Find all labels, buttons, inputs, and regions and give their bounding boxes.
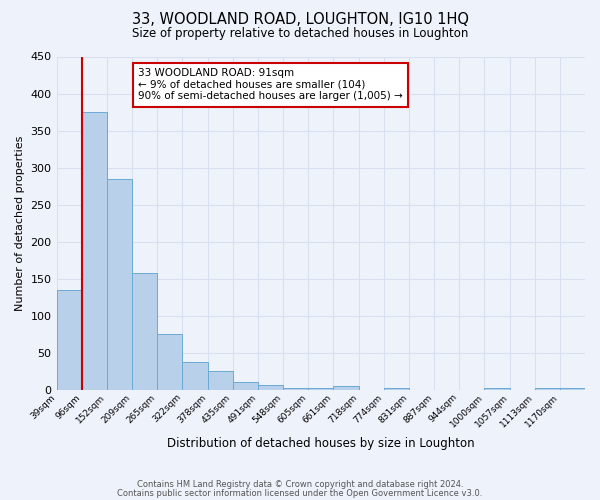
Bar: [484, 388, 509, 390]
Bar: [283, 388, 308, 390]
Bar: [308, 388, 334, 390]
Bar: [535, 388, 560, 390]
Text: Contains HM Land Registry data © Crown copyright and database right 2024.: Contains HM Land Registry data © Crown c…: [137, 480, 463, 489]
Bar: [560, 388, 585, 390]
Bar: [334, 386, 359, 390]
Text: 33 WOODLAND ROAD: 91sqm
← 9% of detached houses are smaller (104)
90% of semi-de: 33 WOODLAND ROAD: 91sqm ← 9% of detached…: [139, 68, 403, 102]
Bar: [157, 334, 182, 390]
Bar: [107, 178, 132, 390]
Bar: [208, 371, 233, 390]
Bar: [182, 362, 208, 390]
Bar: [383, 388, 409, 390]
X-axis label: Distribution of detached houses by size in Loughton: Distribution of detached houses by size …: [167, 437, 475, 450]
Y-axis label: Number of detached properties: Number of detached properties: [15, 136, 25, 311]
Text: Contains public sector information licensed under the Open Government Licence v3: Contains public sector information licen…: [118, 488, 482, 498]
Bar: [82, 112, 107, 390]
Text: 33, WOODLAND ROAD, LOUGHTON, IG10 1HQ: 33, WOODLAND ROAD, LOUGHTON, IG10 1HQ: [131, 12, 469, 28]
Bar: [258, 386, 283, 390]
Bar: [233, 382, 258, 390]
Bar: [56, 290, 82, 390]
Text: Size of property relative to detached houses in Loughton: Size of property relative to detached ho…: [132, 28, 468, 40]
Bar: [132, 274, 157, 390]
